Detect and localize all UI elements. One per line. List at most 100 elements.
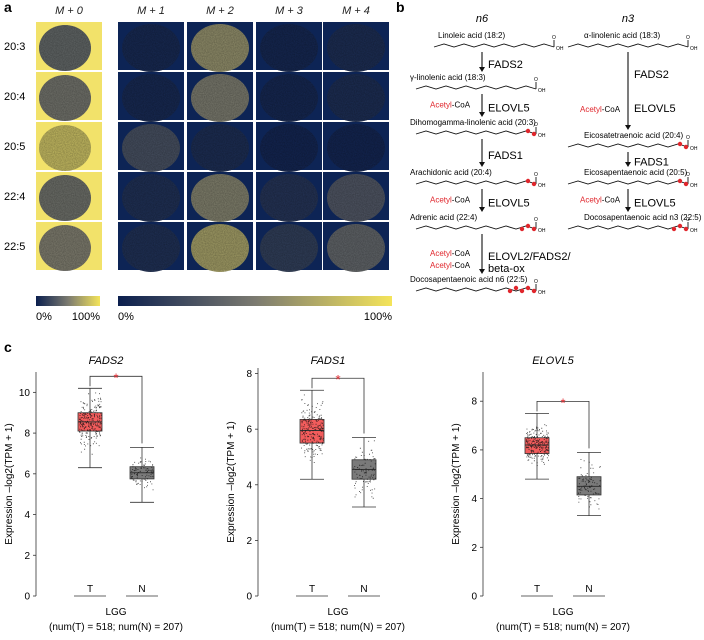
n3-title: n3 — [622, 13, 635, 25]
tissue-texture — [327, 124, 385, 172]
n6-metabolite-3: Arachidonic acid (20:4) — [410, 168, 492, 177]
acetyl-coa-label: Acetyl-CoA — [580, 105, 621, 114]
pathway-arrowhead — [625, 207, 631, 212]
n6-enzyme-5: ELOVL2/FADS2/ — [488, 251, 571, 263]
pathway-arrowhead — [625, 125, 631, 130]
pathway-arrowhead — [479, 67, 485, 72]
hydroxyl-label: OH — [556, 46, 564, 52]
n6-enzyme2-5: beta-ox — [488, 263, 525, 275]
x-axis-sublabel-elovl5: (num(T) = 518; num(N) = 207) — [496, 622, 630, 633]
acetyl-coa-label: Acetyl-CoA — [580, 196, 621, 205]
tissue-texture — [260, 174, 318, 222]
hydroxyl-label: OH — [538, 183, 546, 189]
carbonyl-o-label: O — [686, 217, 690, 223]
carbonyl-o-label: O — [686, 135, 690, 141]
hydroxyl-label: OH — [690, 146, 698, 152]
y-tick-label-fads2: 4 — [24, 510, 30, 521]
jitter-points-fads2-N — [131, 457, 154, 491]
panel-label-a: a — [4, 0, 12, 15]
colorbar-small-min: 0% — [36, 311, 52, 323]
acetyl-carbon-dot — [531, 226, 537, 232]
acetyl-carbon-dot — [683, 144, 689, 150]
n6-metabolite-5: Docosapentaenoic acid n6 (22:5) — [410, 275, 528, 284]
significance-star-fads2: * — [113, 370, 118, 385]
panel-c-boxplots: FADS2 Expression –log2(TPM + 1) 0 2 4 6 8 10 T N *… — [4, 355, 630, 633]
x-tick-label-fads2-N: N — [138, 584, 145, 595]
acetyl-carbon-dot — [531, 131, 537, 137]
tissue-texture — [39, 75, 91, 121]
x-tick-label-elovl5-T: T — [534, 584, 540, 595]
y-tick-label-fads2: 2 — [24, 551, 30, 562]
tissue-texture — [327, 224, 385, 272]
tissue-texture — [39, 25, 91, 71]
y-axis-label-fads2: Expression –log2(TPM + 1) — [4, 423, 15, 544]
panel-label-b: b — [396, 0, 405, 15]
col-header-m0: M + 0 — [55, 5, 84, 17]
acetyl-coa-label: Acetyl-CoA — [430, 196, 471, 205]
y-tick-label-fads2: 0 — [24, 592, 30, 603]
y-tick-label-elovl5: 6 — [471, 445, 477, 456]
n6-metabolite-0: Linoleic acid (18:2) — [438, 31, 505, 40]
fatty-acid-chain-n6-5 — [415, 287, 537, 292]
y-tick-label-elovl5: 2 — [471, 543, 477, 554]
tissue-texture — [122, 224, 180, 272]
acetyl-carbon-dot — [525, 128, 531, 134]
fatty-acid-chain-n3-0 — [567, 43, 689, 48]
col-header-m2: M + 2 — [206, 5, 234, 17]
fatty-acid-chain-n3-1 — [567, 143, 689, 148]
hydroxyl-label: OH — [690, 228, 698, 234]
col-header-m3: M + 3 — [275, 5, 304, 17]
jitter-points-elovl5-T — [526, 424, 549, 466]
x-axis-label-elovl5: LGG — [552, 607, 573, 618]
acetyl-carbon-dot — [531, 181, 537, 187]
x-axis-label-fads2: LGG — [105, 607, 126, 618]
tissue-texture — [327, 74, 385, 122]
n6-metabolite-1: γ-linolenic acid (18:3) — [410, 73, 486, 82]
n6-metabolite-2: Dihomogamma-linolenic acid (20:3) — [410, 118, 536, 127]
acetyl-carbon-dot — [519, 288, 525, 294]
significance-star-fads1: * — [335, 372, 340, 387]
y-tick-label-fads1: 2 — [246, 536, 252, 547]
col-header-m4: M + 4 — [342, 5, 370, 17]
n6-title: n6 — [476, 13, 489, 25]
carbonyl-o-label: O — [534, 77, 538, 83]
acetyl-coa-label: Acetyl-CoA — [430, 249, 471, 258]
acetyl-carbon-dot — [671, 226, 677, 232]
tissue-texture — [191, 224, 249, 272]
y-tick-label-fads1: 4 — [246, 480, 252, 491]
tissue-texture — [39, 175, 91, 221]
x-axis-sublabel-fads2: (num(T) = 518; num(N) = 207) — [49, 622, 183, 633]
hydroxyl-label: OH — [690, 46, 698, 52]
tissue-texture — [122, 74, 180, 122]
tissue-texture — [191, 124, 249, 172]
y-tick-label-fads1: 6 — [246, 425, 252, 436]
fatty-acid-chain-n6-0 — [433, 43, 555, 48]
acetyl-carbon-dot — [677, 178, 683, 184]
tissue-texture — [122, 24, 180, 72]
hydroxyl-label: OH — [538, 88, 546, 94]
colorbar-small-max: 100% — [72, 311, 100, 323]
x-tick-label-fads2-T: T — [87, 584, 93, 595]
n6-enzyme-4: ELOVL5 — [488, 198, 530, 210]
fatty-acid-chain-n6-1 — [415, 85, 537, 90]
n3-enzyme-3: ELOVL5 — [634, 198, 676, 210]
x-tick-label-elovl5-N: N — [585, 584, 592, 595]
tissue-texture — [191, 24, 249, 72]
acetyl-carbon-dot — [519, 226, 525, 232]
n3-enzyme2-1: ELOVL5 — [634, 103, 676, 115]
colorbar-large-min: 0% — [118, 311, 134, 323]
carbonyl-o-label: O — [534, 279, 538, 285]
row-label-20-4: 20:4 — [4, 91, 25, 103]
y-tick-label-elovl5: 8 — [471, 397, 477, 408]
fatty-acid-chain-n6-2 — [415, 130, 537, 135]
acetyl-carbon-dot — [513, 285, 519, 291]
n6-enzyme-1: FADS2 — [488, 59, 523, 71]
tissue-texture — [327, 174, 385, 222]
pathway-arrowhead — [479, 162, 485, 167]
significance-bracket-elovl5 — [536, 400, 590, 449]
tissue-texture — [327, 24, 385, 72]
tissue-texture — [122, 174, 180, 222]
n3-metabolite-2: Eicosapentaenoic acid (20:5) — [584, 168, 688, 177]
fatty-acid-chain-n6-4 — [415, 225, 537, 230]
